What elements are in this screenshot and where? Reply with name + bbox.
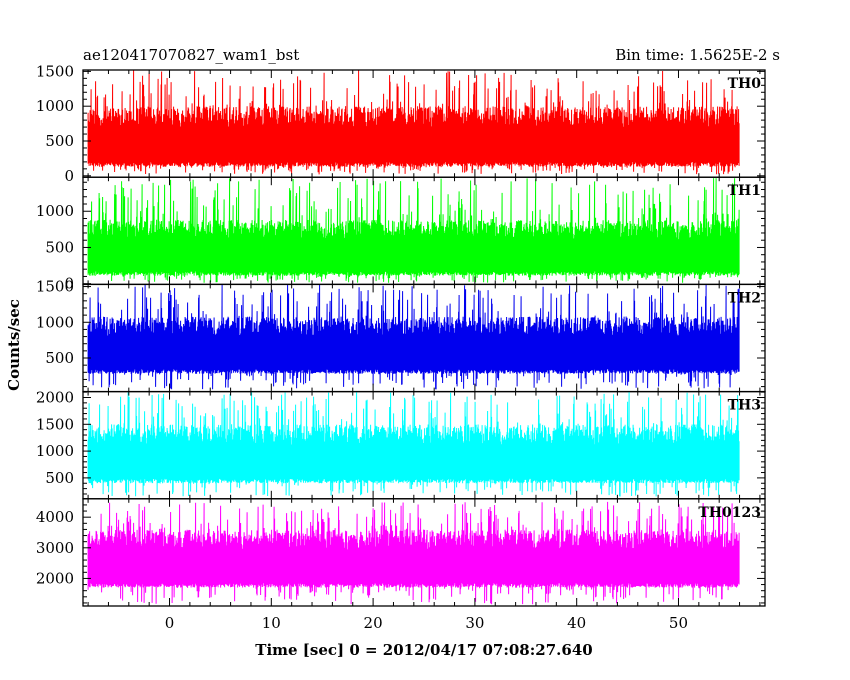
x-tick-label: 40 bbox=[567, 614, 586, 632]
y-tick-label-th1: 1000 bbox=[36, 202, 74, 220]
series-th3-trace bbox=[87, 391, 740, 497]
y-axis-title: Counts/sec bbox=[5, 299, 23, 391]
series-th2-trace bbox=[87, 284, 740, 390]
panel-th0: 0 500 1000 1500 TH0 bbox=[36, 62, 766, 185]
y-tick-label-th3: 500 bbox=[45, 469, 74, 487]
y-tick-label-th2: 1500 bbox=[36, 278, 74, 296]
x-tick-label: 30 bbox=[465, 614, 484, 632]
x-tick-label: 0 bbox=[165, 614, 175, 632]
y-tick-label-th1: 500 bbox=[45, 238, 74, 256]
panel-th1: 0 500 1000 TH1 bbox=[36, 176, 766, 293]
y-tick-label-th3: 1000 bbox=[36, 442, 74, 460]
panel-th3: 500 1000 1500 2000 TH3 bbox=[36, 388, 766, 500]
y-tick-label-th0123: 2000 bbox=[36, 569, 74, 587]
panel-label-th3: TH3 bbox=[728, 398, 761, 414]
y-tick-label-th0123: 4000 bbox=[36, 508, 74, 526]
series-th0-trace bbox=[87, 70, 740, 175]
y-tick-label-th1: 0 bbox=[64, 275, 74, 293]
panels-group: 050010001500TH005001000TH150010001500TH2… bbox=[36, 62, 766, 632]
series-th1-trace bbox=[87, 178, 740, 283]
panel-label-th2: TH2 bbox=[728, 290, 761, 306]
y-tick-label-th0123: 3000 bbox=[36, 539, 74, 557]
x-axis-title: Time [sec] 0 = 2012/04/17 07:08:27.640 bbox=[255, 641, 592, 659]
x-tick-label: 10 bbox=[262, 614, 281, 632]
bin-time-label: Bin time: 1.5625E-2 s bbox=[615, 46, 780, 64]
figure-title-left: ae120417070827_wam1_bst bbox=[83, 46, 299, 64]
y-tick-label-th0: 1000 bbox=[36, 97, 74, 115]
panel-th2: 500 1000 1500 TH2 bbox=[36, 278, 766, 393]
y-tick-label-th0: 500 bbox=[45, 132, 74, 150]
y-tick-label-th2: 500 bbox=[45, 349, 74, 367]
y-tick-label-th3: 2000 bbox=[36, 388, 74, 406]
y-tick-label-th2: 1000 bbox=[36, 313, 74, 331]
panel-label-th0: TH0 bbox=[728, 76, 762, 92]
y-tick-label-th3: 1500 bbox=[36, 415, 74, 433]
panel-th0123-frame bbox=[82, 498, 766, 607]
x-tick-label: 50 bbox=[669, 614, 688, 632]
x-tick-label: 20 bbox=[364, 614, 383, 632]
series-th0123-trace bbox=[87, 501, 740, 605]
y-tick-label-th0: 0 bbox=[64, 167, 74, 185]
y-tick-label-th0: 1500 bbox=[36, 62, 74, 80]
panel-th0123: 2000 3000 4000 TH0123 bbox=[36, 498, 766, 607]
panel-label-th1: TH1 bbox=[728, 183, 761, 199]
panel-label-th0123: TH0123 bbox=[698, 505, 761, 521]
